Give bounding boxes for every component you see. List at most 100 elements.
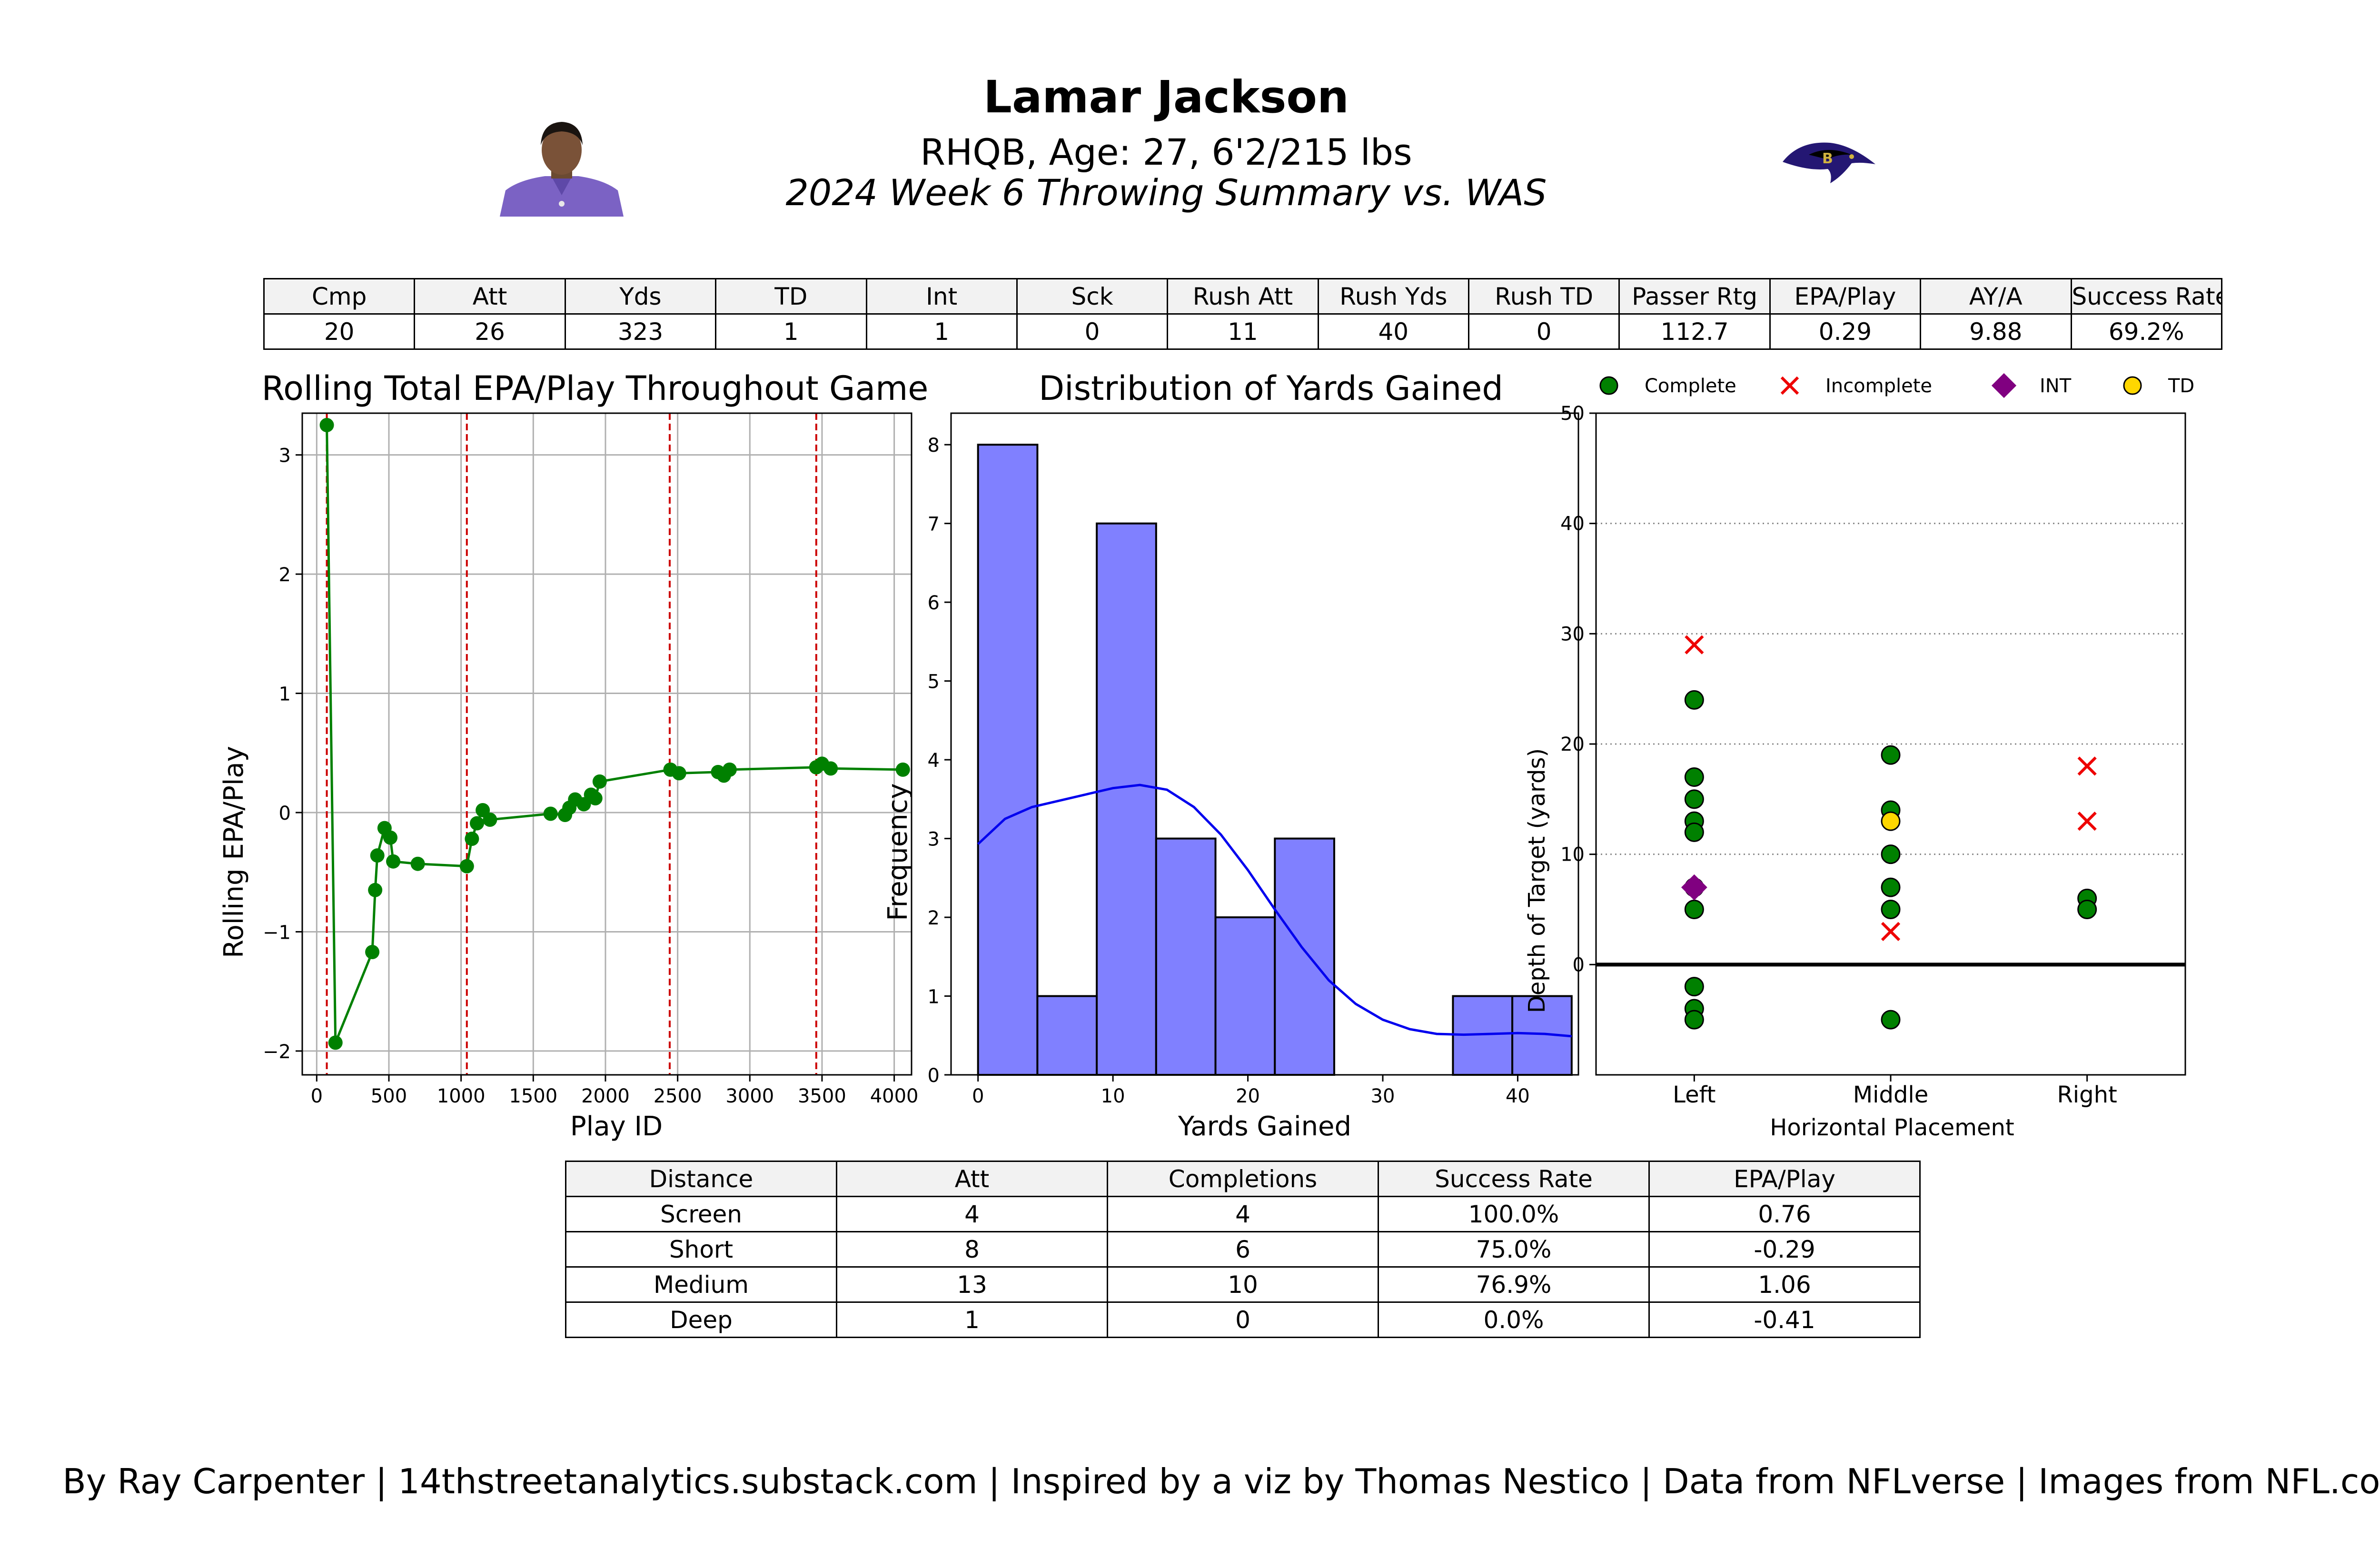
- stats-header-cell: Att: [414, 278, 566, 315]
- stats-header-cell: Rush Yds: [1317, 278, 1470, 315]
- x-tick-label: 10: [1101, 1085, 1125, 1107]
- histogram-bar: [1096, 522, 1157, 1076]
- yards-histogram-title: Distribution of Yards Gained: [1039, 369, 1503, 408]
- target-point-complete: [2077, 900, 2097, 919]
- target-point-complete: [1881, 1010, 1901, 1030]
- svg-text:B: B: [1822, 150, 1833, 167]
- x-tick-label: 40: [1506, 1085, 1530, 1107]
- epa-data-point: [383, 830, 398, 845]
- rolling-epa-chart: Rolling Total EPA/Play Throughout Game P…: [218, 369, 929, 1142]
- stats-header-cell: Int: [865, 278, 1018, 315]
- x-category-label: Right: [2057, 1082, 2117, 1108]
- y-tick-label: 3: [279, 445, 291, 467]
- x-category-label: Left: [1673, 1082, 1716, 1108]
- stats-header-cell: Rush Att: [1167, 278, 1319, 315]
- y-tick-label: 50: [1560, 403, 1585, 425]
- y-tick-label: 10: [1560, 844, 1585, 866]
- target-point-incomplete: [2077, 812, 2097, 831]
- rolling-epa-xlabel: Play ID: [570, 1111, 663, 1142]
- stats-header-cell: AY/A: [1920, 278, 2072, 315]
- target-point-int: [1681, 874, 1707, 901]
- yards-histogram-xlabel: Yards Gained: [1178, 1111, 1351, 1142]
- epa-data-point: [319, 418, 334, 433]
- y-tick-label: 3: [928, 829, 940, 851]
- y-tick-label: 40: [1560, 513, 1585, 535]
- distance-cell: 0.76: [1648, 1196, 1921, 1232]
- distance-header-cell: Att: [836, 1161, 1108, 1197]
- stats-value-cell: 20: [263, 313, 416, 350]
- epa-data-point: [823, 761, 838, 776]
- stats-value-cell: 0: [1016, 313, 1169, 350]
- x-tick-label: 0: [311, 1085, 323, 1107]
- y-tick-label: 2: [928, 907, 940, 929]
- x-tick-label: 1500: [509, 1085, 557, 1107]
- x-tick-label: 2000: [581, 1085, 630, 1107]
- x-tick-label: 3000: [725, 1085, 774, 1107]
- stats-header-cell: Success Rate: [2070, 278, 2222, 315]
- stats-value-cell: 323: [564, 313, 717, 350]
- target-depth-ylabel: Depth of Target (yards): [1524, 748, 1550, 1013]
- y-tick-label: 1: [928, 986, 940, 1008]
- distance-cell: 0: [1107, 1301, 1379, 1338]
- epa-data-point: [722, 762, 737, 777]
- y-tick-label: 0: [1573, 954, 1585, 976]
- target-point-complete: [1684, 900, 1704, 919]
- ravens-logo-icon: B: [1783, 142, 1875, 183]
- epa-data-point: [386, 854, 401, 869]
- distance-cell: Screen: [565, 1196, 837, 1232]
- histogram-bar: [977, 444, 1039, 1076]
- distance-cell: 76.9%: [1378, 1266, 1650, 1303]
- distance-cell: 4: [1107, 1196, 1379, 1232]
- x-marker-stroke: [2077, 756, 2097, 776]
- player-headshot-icon: [500, 122, 624, 217]
- stats-header-cell: Yds: [564, 278, 717, 315]
- legend-label: TD: [2168, 375, 2194, 397]
- distance-table: Distance Att Completions Success Rate EPA/Pl…: [565, 1161, 1921, 1338]
- distance-cell: 8: [836, 1231, 1108, 1268]
- plot-frame: [301, 412, 912, 1076]
- distance-header-cell: Success Rate: [1378, 1161, 1650, 1197]
- kde-curve: [977, 784, 1572, 1038]
- epa-data-point: [672, 766, 686, 781]
- distance-header-cell: Completions: [1107, 1161, 1379, 1197]
- y-tick-label: 4: [928, 750, 940, 772]
- target-point-incomplete: [2077, 756, 2097, 776]
- epa-data-point: [410, 856, 425, 871]
- epa-data-point: [370, 848, 385, 863]
- distance-cell: 10: [1107, 1266, 1379, 1303]
- player-bio: RHQB, Age: 27, 6'2/215 lbs: [920, 131, 1412, 173]
- distance-header-cell: Distance: [565, 1161, 837, 1197]
- distance-cell: Deep: [565, 1301, 837, 1338]
- y-tick-label: 0: [928, 1065, 940, 1087]
- stats-header-cell: TD: [715, 278, 867, 315]
- y-tick-label: 5: [928, 671, 940, 693]
- target-point-complete: [1684, 1010, 1704, 1030]
- x-tick-label: 4000: [870, 1085, 919, 1107]
- epa-data-point: [459, 859, 474, 873]
- distance-cell: 13: [836, 1266, 1108, 1303]
- plot-frame: [950, 412, 1579, 1076]
- stats-value-cell: 0: [1468, 313, 1620, 350]
- y-tick-label: 1: [279, 684, 291, 705]
- yards-histogram-chart: Distribution of Yards Gained Yards Gaine…: [883, 369, 1579, 1142]
- distance-header-cell: EPA/Play: [1648, 1161, 1921, 1197]
- histogram-bar: [1274, 837, 1335, 1076]
- epa-data-point: [592, 774, 607, 789]
- x-tick-label: 2500: [654, 1085, 702, 1107]
- stats-value-cell: 9.88: [1920, 313, 2072, 350]
- epa-data-point: [368, 883, 383, 897]
- legend-marker: [1599, 376, 1618, 395]
- x-marker-stroke: [1780, 376, 1799, 395]
- target-point-complete: [1684, 789, 1704, 809]
- y-tick-label: 7: [928, 514, 940, 536]
- stats-header-cell: Passer Rtg: [1618, 278, 1771, 315]
- x-marker-stroke: [2077, 812, 2097, 831]
- stats-value-cell: 69.2%: [2070, 313, 2222, 350]
- rolling-epa-title: Rolling Total EPA/Play Throughout Game: [262, 369, 929, 408]
- y-tick-label: 8: [928, 435, 940, 457]
- y-tick-label: 30: [1560, 623, 1585, 645]
- target-point-complete: [1684, 690, 1704, 710]
- stats-header-cell: Sck: [1016, 278, 1169, 315]
- epa-data-point: [895, 762, 910, 777]
- stats-table: Cmp Att Yds TD Int Sck Rush Att Rush Yds Rush TD…: [263, 278, 2222, 350]
